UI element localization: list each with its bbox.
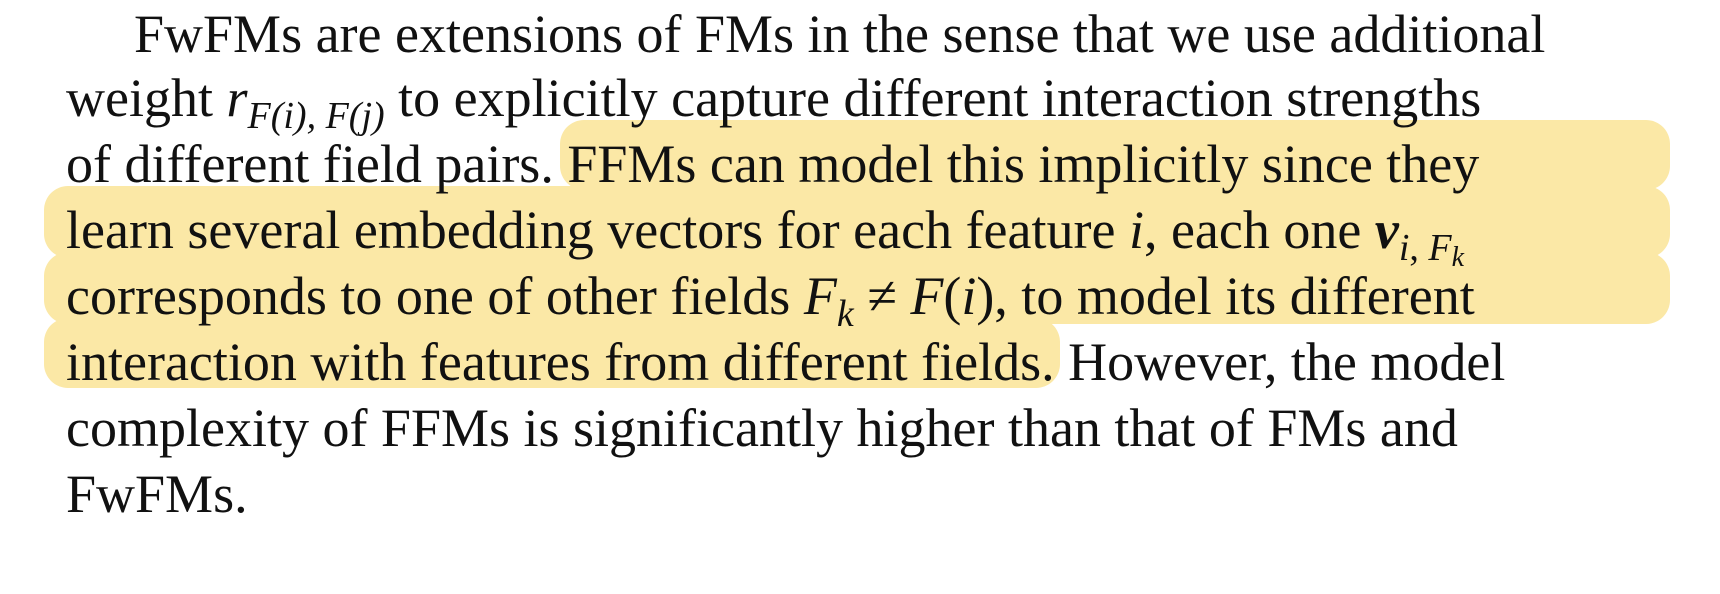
line5-post: ), to model its different [976, 266, 1475, 326]
paragraph-line-2: weight rF(i), F(j) to explicitly capture… [66, 62, 1660, 137]
math-F-sub-k: k [836, 293, 854, 335]
math-r: r [226, 68, 248, 128]
line4-pre: learn several embedding vectors for each… [66, 200, 1116, 260]
math-paren-open: ( [943, 266, 962, 326]
highlight-band-line6 [44, 318, 1060, 388]
math-F: F [803, 266, 837, 326]
paragraph-line-8: FwFMs. [66, 458, 1660, 530]
line6-highlight: interaction with features from different… [66, 332, 1055, 392]
math-i: i [1128, 200, 1144, 260]
line5-pre: corresponds to one of other fields [66, 266, 791, 326]
line1-text: FwFMs are extensions of FMs in the sense… [134, 4, 1546, 64]
math-neq: ≠ [867, 266, 897, 326]
paragraph-line-7: complexity of FFMs is significantly high… [66, 392, 1660, 464]
math-v-sub-k: k [1451, 242, 1465, 273]
math-v-sub-i: i [1398, 227, 1410, 269]
math-r-subscript: F(i), F(j) [247, 95, 385, 137]
math-F2: F [910, 266, 944, 326]
math-v-bold: v [1374, 200, 1399, 260]
line8-text: FwFMs. [66, 464, 248, 524]
paragraph-line-6: interaction with features from different… [66, 326, 1660, 398]
paragraph-line-5: corresponds to one of other fields Fk ≠ … [66, 260, 1660, 335]
line3-pre: of different field pairs. [66, 134, 554, 194]
line7-text: complexity of FFMs is significantly high… [66, 398, 1458, 458]
paragraph-line-3: of different field pairs. FFMs can model… [66, 128, 1660, 200]
line4-mid: , each one [1143, 200, 1362, 260]
line3-highlight: FFMs can model this implicitly since the… [567, 134, 1480, 194]
math-v-sub-F: F [1428, 227, 1452, 269]
paragraph-line-1: FwFMs are extensions of FMs in the sense… [66, 0, 1660, 70]
math-i-2: i [961, 266, 977, 326]
highlight-band-line4 [44, 186, 1670, 258]
highlight-band-line3 [560, 120, 1670, 190]
line2-pre: weight [66, 68, 213, 128]
line2-post: to explicitly capture different interact… [398, 68, 1482, 128]
paragraph-line-4: learn several embedding vectors for each… [66, 200, 1465, 273]
line6-post: However, the model [1068, 332, 1506, 392]
highlight-band-line5 [44, 252, 1670, 324]
